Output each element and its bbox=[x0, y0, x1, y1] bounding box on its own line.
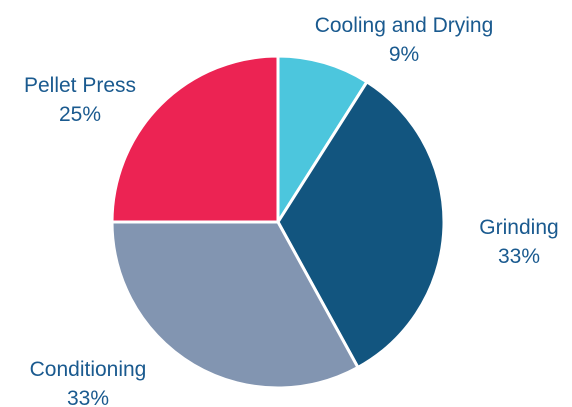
pie-slice-cooling-and-drying bbox=[276, 54, 369, 224]
pie-slice-pellet-press bbox=[110, 54, 280, 224]
slice-value-cooling-and-drying: 9% bbox=[389, 43, 419, 66]
pie-slice-conditioning bbox=[110, 220, 360, 390]
slice-value-grinding: 33% bbox=[498, 245, 540, 268]
slice-value-pellet-press: 25% bbox=[59, 103, 101, 126]
slice-label-cooling-and-drying: Cooling and Drying bbox=[315, 14, 494, 37]
pie-slices bbox=[110, 54, 446, 390]
slice-value-conditioning: 33% bbox=[67, 387, 109, 407]
slice-label-conditioning: Conditioning bbox=[30, 358, 147, 381]
pie-labels: Cooling and Drying 9% Grinding 33% Condition… bbox=[24, 14, 559, 407]
slice-label-grinding: Grinding bbox=[479, 216, 558, 239]
slice-label-pellet-press: Pellet Press bbox=[24, 74, 136, 97]
